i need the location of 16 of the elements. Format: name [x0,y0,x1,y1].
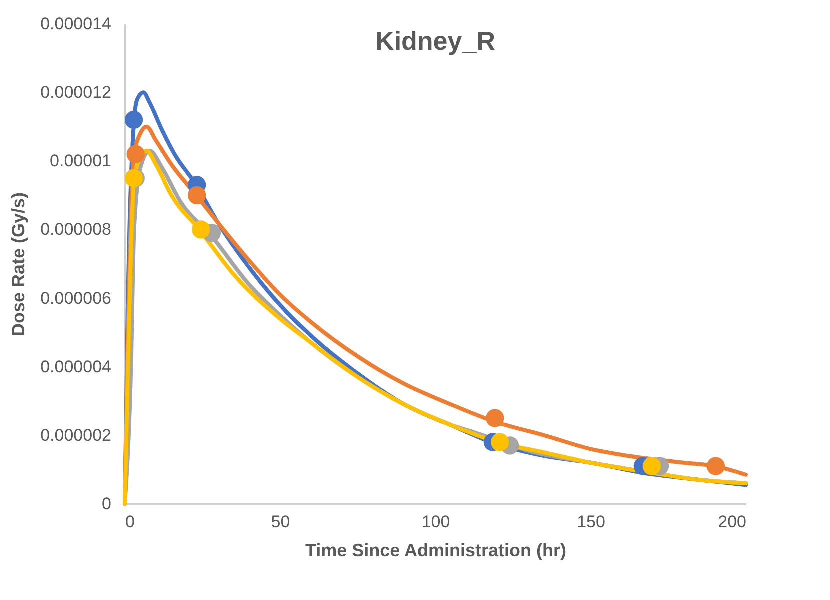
y-tick-label: 0.000002 [40,426,112,445]
y-axis-title: Dose Rate (Gy/s) [8,192,29,337]
y-tick-label: 0.00001 [50,152,112,171]
y-tick-label: 0.000012 [40,83,112,102]
x-tick-label: 100 [422,512,450,532]
y-tick-label: 0.000008 [40,220,112,240]
x-tick-label: 50 [271,512,290,532]
x-axis-title: Time Since Administration (hr) [305,540,567,560]
x-tick-label: 0 [126,512,135,532]
y-tick-label: 0.000004 [40,357,112,376]
y-tick-label: 0.000006 [40,288,112,308]
x-tick-label: 150 [577,512,606,532]
x-tick-label: 200 [718,512,746,532]
chart-title: Kidney_R [376,26,496,56]
y-tick-label: 0.000014 [40,14,112,34]
y-tick-label: 0 [102,494,112,514]
